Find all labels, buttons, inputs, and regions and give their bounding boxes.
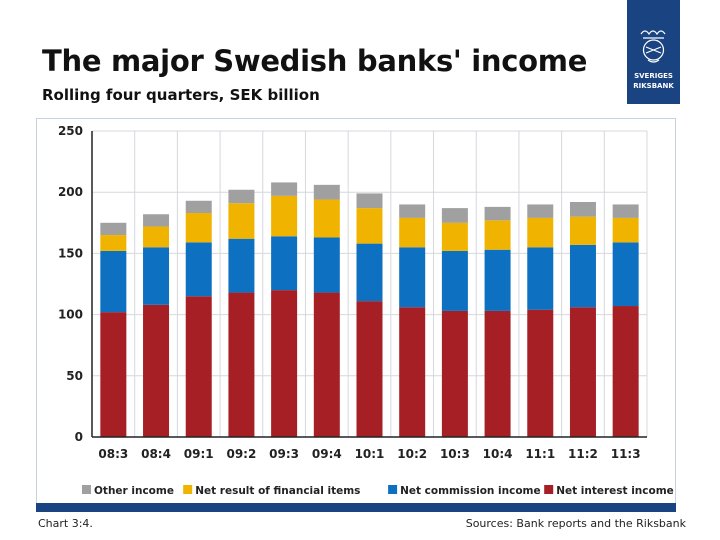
bar-segment — [100, 235, 127, 251]
bar-segment — [185, 242, 212, 297]
bar-segment — [441, 310, 468, 437]
bar-segment — [612, 217, 639, 243]
bar-segment — [569, 307, 596, 437]
bar-segment — [313, 237, 340, 293]
bar-segment — [313, 292, 340, 437]
bar-segment — [100, 222, 127, 236]
y-tick-label: 100 — [58, 308, 83, 322]
page-subtitle: Rolling four quarters, SEK billion — [42, 86, 320, 104]
bar-segment — [484, 310, 511, 437]
logo-line-2: RIKSBANK — [633, 82, 674, 90]
legend-label: Net interest income — [556, 485, 674, 497]
bar-segment — [484, 206, 511, 221]
bar-segment — [612, 242, 639, 307]
bar-segment — [356, 193, 383, 209]
x-tick-label: 08:3 — [98, 447, 128, 461]
bar-segment — [527, 204, 554, 218]
bar-segment — [356, 301, 383, 437]
bar-segment — [228, 292, 255, 437]
riksbank-logo: SVERIGES RIKSBANK — [627, 0, 680, 104]
page-title: The major Swedish banks' income — [42, 44, 588, 78]
legend-label: Net commission income — [400, 485, 541, 497]
x-tick-label: 11:2 — [568, 447, 598, 461]
bar-segment — [441, 250, 468, 311]
bar-segment — [569, 244, 596, 308]
legend-label: Net result of financial items — [195, 485, 360, 497]
y-tick-label: 50 — [66, 369, 83, 383]
x-tick-label: 11:3 — [611, 447, 641, 461]
bar-segment — [271, 290, 298, 437]
bar-segment — [441, 208, 468, 223]
bar-segment — [612, 204, 639, 218]
source-note: Sources: Bank reports and the Riksbank — [465, 517, 686, 530]
x-tick-label: 08:4 — [141, 447, 171, 461]
bar-segment — [271, 182, 298, 196]
x-tick-label: 09:4 — [312, 447, 342, 461]
bar-segment — [356, 208, 383, 244]
x-tick-label: 10:3 — [440, 447, 470, 461]
bar-segment — [313, 184, 340, 200]
y-tick-label: 200 — [58, 185, 83, 199]
bar-segment — [100, 250, 127, 313]
x-tick-label: 09:1 — [184, 447, 214, 461]
bar-segment — [271, 236, 298, 291]
x-tick-label: 10:1 — [355, 447, 385, 461]
bottom-accent-bar — [36, 503, 676, 512]
bar-segment — [441, 222, 468, 251]
bar-segment — [569, 201, 596, 217]
bar-segment — [527, 247, 554, 310]
bar-segment — [143, 247, 170, 305]
bar-segment — [612, 306, 639, 437]
bar-segment — [484, 220, 511, 250]
bar-segment — [484, 249, 511, 311]
bar-segment — [313, 199, 340, 238]
crown-emblem-icon — [640, 30, 666, 63]
legend-label: Other income — [94, 485, 174, 497]
bar-segment — [185, 296, 212, 437]
bar-segment — [271, 195, 298, 237]
bar-segment — [399, 217, 426, 248]
bar-segment — [399, 204, 426, 218]
legend-swatch — [183, 485, 193, 494]
bar-segment — [569, 216, 596, 245]
y-tick-label: 0 — [75, 430, 83, 444]
bar-segment — [228, 238, 255, 293]
x-tick-label: 09:2 — [226, 447, 256, 461]
y-tick-label: 150 — [58, 246, 83, 260]
logo-line-1: SVERIGES — [634, 72, 673, 80]
x-tick-label: 10:2 — [397, 447, 427, 461]
bar-segment — [143, 226, 170, 248]
legend-swatch — [82, 485, 91, 494]
legend-swatch — [544, 485, 554, 494]
x-tick-label: 09:3 — [269, 447, 299, 461]
legend-swatch — [388, 485, 398, 494]
bar-segment — [399, 307, 426, 437]
y-tick-label: 250 — [58, 124, 83, 138]
bar-segment — [527, 309, 554, 437]
bar-segment — [228, 203, 255, 239]
bar-segment — [399, 247, 426, 308]
bar-segment — [100, 312, 127, 437]
x-tick-label: 11:1 — [525, 447, 555, 461]
bar-segment — [228, 189, 255, 204]
x-tick-label: 10:4 — [483, 447, 513, 461]
chart-number: Chart 3:4. — [38, 517, 93, 530]
bar-segment — [143, 304, 170, 437]
bar-segment — [143, 214, 170, 227]
bar-segment — [185, 213, 212, 243]
bar-segment — [185, 200, 212, 214]
bar-segment — [527, 217, 554, 248]
bar-segment — [356, 243, 383, 302]
